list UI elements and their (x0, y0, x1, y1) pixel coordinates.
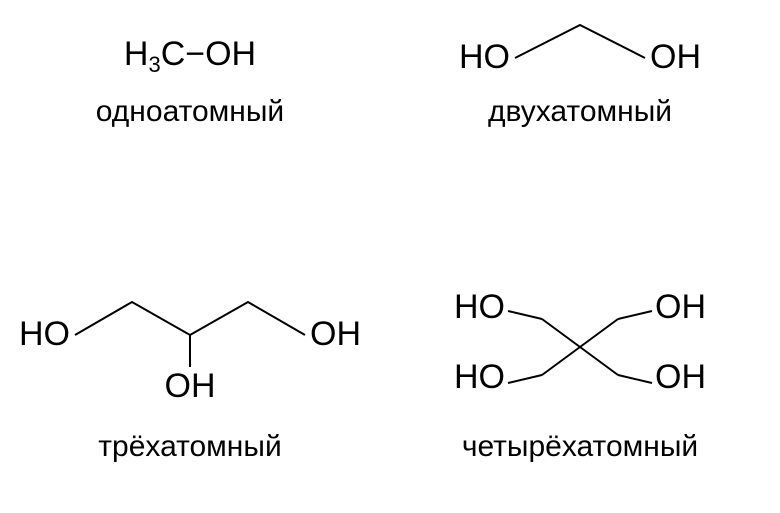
mono-oh: OH (205, 35, 256, 73)
di-ho: HO (459, 38, 510, 76)
tet-bl-b (508, 375, 542, 383)
tet-c-bl1 (542, 347, 580, 375)
tet-br: OH (655, 358, 706, 396)
cell-mono: H3C−OH одноатомный (30, 15, 350, 129)
mono-dash: − (185, 35, 205, 73)
mono-c: C (161, 35, 186, 73)
structure-tetra: HO OH HO OH (400, 275, 760, 430)
diagram-canvas: H3C−OH одноатомный HO OH двухатомный HO (0, 0, 780, 513)
tet-bl: HO (454, 358, 505, 396)
label-tetra: четырёхатомный (462, 430, 698, 464)
cell-tetra: HO OH HO OH четырёхатомный (400, 275, 760, 464)
di-bonds (515, 25, 645, 58)
tri-HO-F: HO (19, 315, 70, 353)
structure-di: HO OH (415, 0, 745, 95)
tet-tr-b (618, 311, 652, 319)
tri-OHr-F: OH (310, 315, 361, 353)
structure-tri-final: HO OH OH HO OH OH HO OH OH (0, 275, 380, 430)
mono-h: H (124, 35, 149, 73)
cell-tri: HO HO HO HO OH (0, 275, 380, 464)
tet-c-tl1 (542, 319, 580, 347)
tri-OHm-F: OH (165, 367, 216, 405)
cell-di: HO OH двухатомный (415, 0, 745, 129)
mono-3: 3 (148, 52, 160, 77)
tet-tl-b (508, 311, 542, 319)
label-mono: одноатомный (96, 95, 284, 129)
structure-mono: H3C−OH (30, 15, 350, 95)
tet-c-tr1 (580, 319, 618, 347)
di-oh: OH (650, 38, 701, 76)
tet-tl: HO (454, 288, 505, 326)
tet-tr: OH (655, 288, 706, 326)
tet-c-br1 (580, 347, 618, 375)
tet-br-b (618, 375, 652, 383)
svg-text:H3C−OH: H3C−OH (124, 35, 256, 77)
label-di: двухатомный (488, 95, 672, 129)
label-tri: трёхатомный (98, 430, 281, 464)
